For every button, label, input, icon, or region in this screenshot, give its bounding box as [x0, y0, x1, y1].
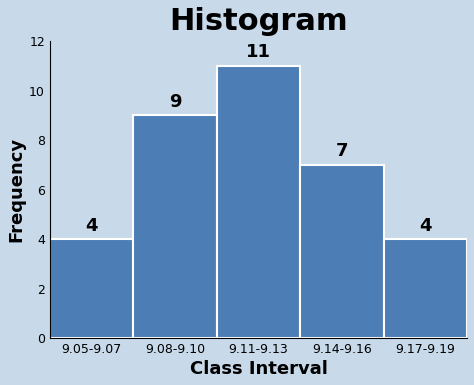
Bar [50, 239, 133, 338]
Text: 4: 4 [85, 217, 98, 234]
Text: 9: 9 [169, 93, 181, 111]
Text: 7: 7 [336, 142, 348, 160]
Text: 11: 11 [246, 44, 271, 61]
Bar [217, 66, 300, 338]
Title: Histogram: Histogram [169, 7, 348, 36]
Bar [133, 115, 217, 338]
Y-axis label: Frequency: Frequency [7, 137, 25, 242]
X-axis label: Class Interval: Class Interval [190, 360, 328, 378]
Text: 4: 4 [419, 217, 432, 234]
Bar [383, 239, 467, 338]
Bar [300, 165, 383, 338]
